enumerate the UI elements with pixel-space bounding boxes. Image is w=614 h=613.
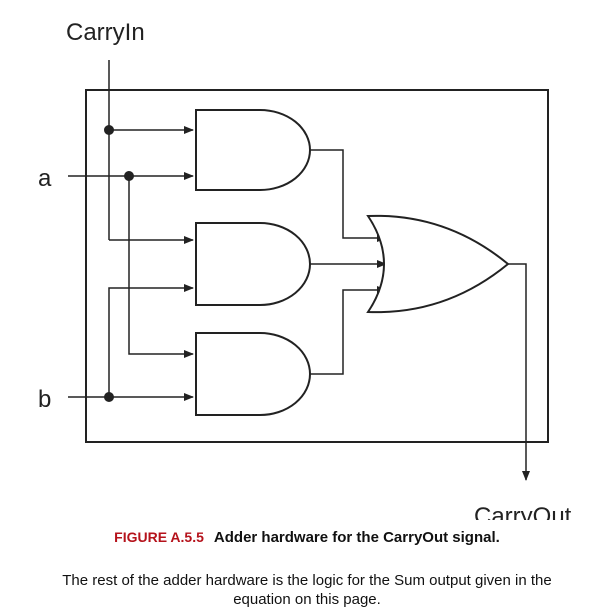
figure-title: Adder hardware for the CarryOut signal.	[213, 529, 500, 546]
b-junction	[104, 392, 114, 402]
circuit-enclosure	[85, 89, 549, 443]
and-gates	[195, 109, 311, 416]
a-branch-wire	[128, 176, 194, 358]
carryout-circuit-diagram: CarryIn a b CarryOut	[38, 19, 572, 520]
figure-caption-body: The rest of the adder hardware is the lo…	[62, 572, 552, 608]
figure-number: FIGURE A.5.5	[114, 529, 204, 545]
figure-caption-title: FIGURE A.5.5 Adder hardware for the Carry…	[40, 528, 574, 547]
wires	[68, 60, 530, 481]
b-branch-wire	[108, 284, 194, 397]
carryin-junction	[104, 125, 114, 135]
carryout-label: CarryOut	[474, 503, 572, 520]
and-gate-1	[195, 109, 311, 191]
carryin-label: CarryIn	[66, 19, 145, 46]
a-junction	[124, 171, 134, 181]
input-a-label: a	[38, 165, 52, 192]
carryout-wire	[508, 263, 530, 481]
or-gate	[366, 214, 510, 314]
and-gate-2	[195, 222, 311, 306]
input-b-label: b	[38, 386, 51, 413]
and-gate-3	[195, 332, 311, 416]
and1-to-or-wire	[310, 149, 387, 242]
and3-to-or-wire	[310, 286, 387, 375]
junctions	[104, 125, 134, 402]
